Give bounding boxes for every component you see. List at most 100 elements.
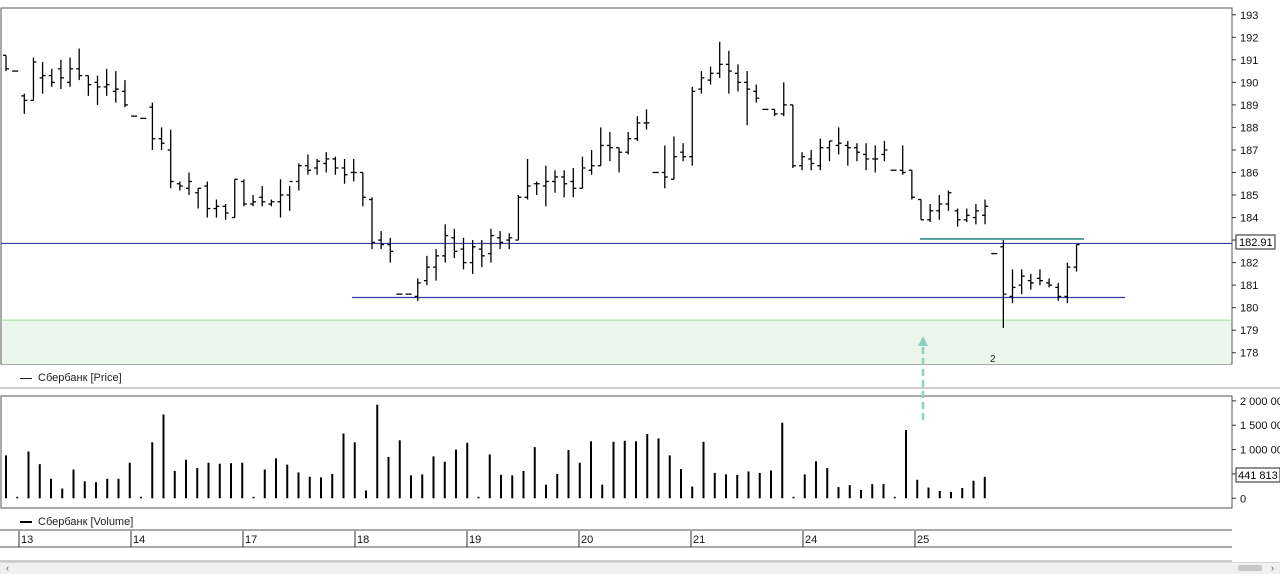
volume-legend-swatch [20,521,32,523]
price-bar [1009,269,1016,304]
price-panel-frame [0,7,1233,365]
volume-y-tick-label: 0 [1240,493,1246,505]
price-bar [826,140,833,162]
price-bar [478,240,485,268]
volume-y-tick-label: 2 000 000 [1240,396,1280,408]
arrow-layer [918,336,928,420]
price-bar [533,181,540,196]
price-bar [972,204,979,225]
price-bar [423,255,430,286]
price-y-tick-label: 180 [1240,303,1258,315]
current-price-label: 182.91 [1239,237,1273,249]
price-bar [799,152,806,171]
price-bar [680,143,687,162]
price-bar [222,204,229,220]
price-bar [908,169,915,200]
price-bar [103,68,110,96]
x-tick-label: 20 [581,534,593,546]
price-bar [835,127,842,155]
price-bar [616,147,623,173]
volume-legend: Сбербанк [Volume] [20,514,133,530]
x-axis-layer: 13 14 17 18 19 20 21 24 25 [18,531,929,547]
price-bar [1055,282,1062,301]
price-bar [231,178,238,219]
price-bar [460,237,467,270]
price-bar [963,208,970,223]
scroll-left-icon[interactable]: ‹ [6,563,9,573]
current-volume-box [1235,467,1280,483]
price-annotation: 2 [990,354,996,365]
price-bar [451,228,458,259]
price-bar [872,145,879,173]
price-bar [716,41,723,78]
price-y-tick-label: 181 [1240,280,1258,292]
price-bar [304,154,311,175]
price-y-tick-label: 184 [1240,213,1258,225]
y-axis-layer: 1781791801811821831841851861871881891901… [1232,10,1280,505]
price-bar [121,80,128,108]
price-bar [442,224,449,263]
price-bar [524,158,531,200]
price-bar [698,71,705,94]
price-bar [57,59,64,90]
price-bar [570,167,577,198]
price-y-tick-label: 186 [1240,167,1258,179]
price-bar [579,156,586,189]
price-bar [487,228,494,263]
price-bar [359,171,366,207]
price-bar [1036,269,1043,286]
price-bar [369,197,375,250]
price-legend-swatch [20,377,32,379]
price-bar [552,170,558,193]
x-tick-label: 17 [245,534,257,546]
price-bar [844,140,851,166]
price-bar [863,143,870,171]
price-bar [735,64,741,92]
price-bar [350,158,357,182]
price-bar [771,108,778,117]
price-bar [515,195,522,241]
price-bar [643,109,650,130]
price-bar [286,180,293,211]
price-bar [332,156,339,175]
price-bar [1027,273,1034,290]
price-bar [606,131,613,162]
scroll-thumb[interactable] [1238,565,1262,571]
price-bar [625,131,632,155]
price-bar [295,163,302,191]
green-zone-layer [2,319,1231,364]
arrow-head-icon [918,336,928,346]
price-bar [67,57,74,87]
price-bar [176,181,183,191]
price-y-tick-label: 185 [1240,190,1258,202]
price-bar [186,172,192,196]
price-bar [3,54,9,72]
price-bar [149,102,156,150]
price-bar [469,240,476,274]
price-y-tick-label: 193 [1240,10,1258,22]
price-bar [314,158,321,175]
price-bar [1018,269,1025,295]
price-bar [39,62,46,94]
price-bar [1046,278,1053,288]
price-bar [268,199,275,207]
x-tick-label: 21 [693,534,705,546]
price-bar [954,208,961,227]
scroll-right-icon[interactable]: › [1271,563,1274,573]
price-bar [936,195,943,220]
price-bar [433,249,440,281]
price-bar [85,74,92,96]
price-bar [378,231,385,250]
price-y-tick-label: 187 [1240,145,1258,157]
price-bar [195,187,202,209]
price-bar [497,231,504,250]
green-zone [2,320,1231,364]
price-bar [808,149,815,171]
horizontal-scrollbar[interactable]: ‹ › [0,562,1280,574]
price-bar [542,165,549,207]
price-y-tick-label: 189 [1240,100,1258,112]
price-bar [506,233,513,250]
price-bar [597,127,604,167]
volume-y-tick-label: 1 500 000 [1240,420,1280,432]
